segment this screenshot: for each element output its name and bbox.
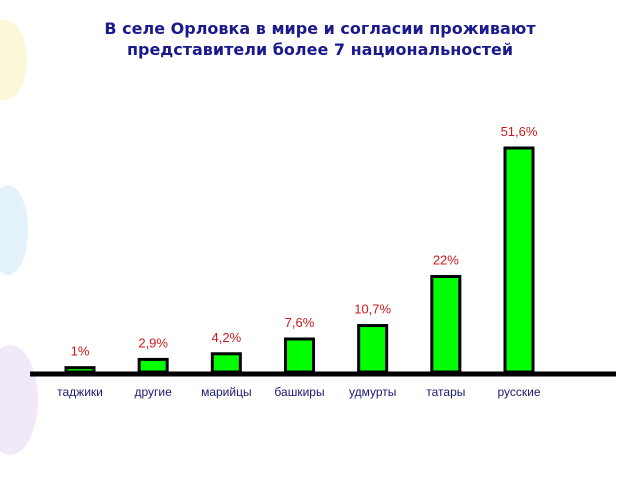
title-box: В селе Орловка в мире и согласии прожива… bbox=[104, 19, 536, 59]
value-label: 1% bbox=[71, 344, 90, 359]
x-tick-label: другие bbox=[135, 385, 173, 399]
x-tick-label: удмурты bbox=[349, 385, 396, 399]
x-tick-label: татары bbox=[426, 385, 465, 399]
x-tick-label: марийцы bbox=[201, 385, 252, 399]
value-label: 10,7% bbox=[354, 302, 391, 317]
value-label: 4,2% bbox=[212, 330, 242, 345]
decoration bbox=[0, 185, 28, 275]
decoration bbox=[0, 20, 27, 100]
bar bbox=[64, 366, 96, 374]
chart-title: В селе Орловка в мире и согласии прожива… bbox=[104, 19, 536, 59]
value-label: 22% bbox=[433, 252, 459, 267]
bar bbox=[210, 352, 242, 374]
bar bbox=[503, 146, 535, 374]
bar bbox=[284, 337, 315, 374]
bar bbox=[430, 274, 462, 374]
x-tick-label: башкиры bbox=[274, 385, 324, 399]
x-tick-label: русские bbox=[497, 385, 540, 399]
x-tick-label: таджики bbox=[57, 385, 103, 399]
value-label: 51,6% bbox=[501, 124, 538, 139]
bar bbox=[137, 357, 169, 374]
decoration bbox=[0, 345, 38, 455]
bar bbox=[357, 324, 389, 374]
value-label: 2,9% bbox=[138, 335, 168, 350]
value-label: 7,6% bbox=[285, 315, 315, 330]
